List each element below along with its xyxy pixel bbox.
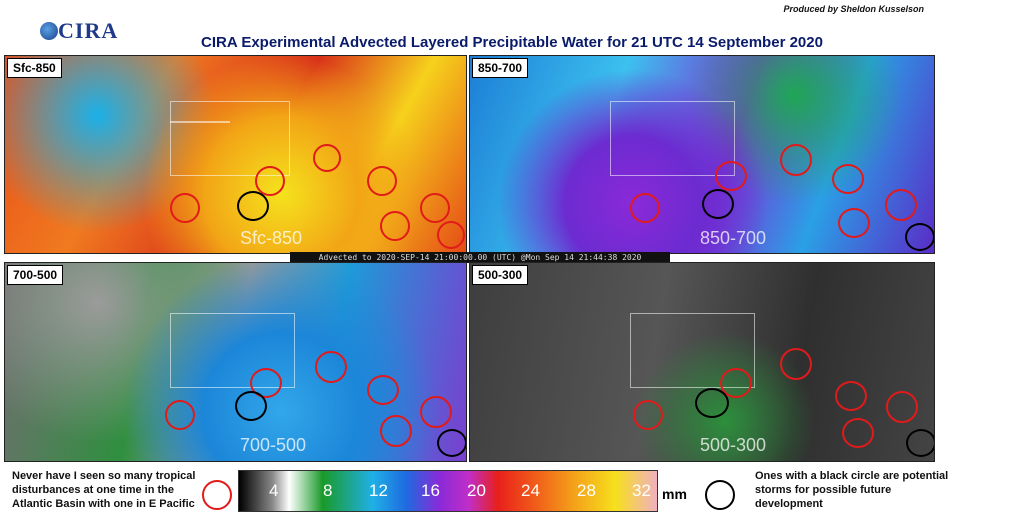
red-circle-disturbance: [367, 166, 397, 196]
black-circle-potential-storm: [905, 223, 934, 251]
panel-label: 700-500: [7, 265, 64, 285]
colorbar-tick: 16: [421, 481, 440, 500]
red-circle-disturbance: [630, 193, 660, 223]
colorbar-unit: mm: [662, 486, 687, 502]
red-circle-disturbance: [720, 368, 752, 398]
red-circle-disturbance: [313, 144, 341, 172]
layer-watermark: 850-700: [700, 228, 767, 248]
black-circle-potential-storm: [437, 429, 466, 457]
panel-500-300: 500-300 500-300: [469, 262, 935, 462]
red-circle-disturbance: [170, 193, 200, 223]
red-circle-disturbance: [835, 381, 867, 411]
layer-watermark: Sfc-850: [240, 228, 303, 248]
panel-700-500: 700-500 700-500: [4, 262, 467, 462]
black-circle-legend-icon: [705, 480, 735, 510]
red-circle-legend-icon: [202, 480, 232, 510]
black-circle-potential-storm: [695, 388, 729, 418]
red-circle-disturbance: [250, 368, 282, 398]
red-circle-disturbance: [165, 400, 195, 430]
advected-timestamp-banner: Advected to 2020-SEP-14 21:00:00.00 (UTC…: [290, 252, 670, 263]
us-map-outline: [630, 313, 755, 388]
red-circle-disturbance: [715, 161, 747, 191]
red-circle-disturbance: [832, 164, 864, 194]
colorbar-tick: 8: [323, 481, 333, 500]
red-circle-disturbance: [367, 375, 399, 405]
panel-label: 850-700: [472, 58, 529, 78]
producer-credit: Produced by Sheldon Kusselson: [783, 4, 924, 14]
colorbar-tick: 28: [577, 481, 596, 500]
red-circle-disturbance: [780, 348, 812, 380]
us-map-outline: [170, 101, 290, 176]
us-map-outline: [170, 313, 295, 388]
red-circle-disturbance: [420, 396, 452, 428]
colorbar-tick: 12: [369, 481, 388, 500]
red-circle-disturbance: [420, 193, 450, 223]
note-potential-storms: Ones with a black circle are potential s…: [755, 470, 949, 510]
page-title: CIRA Experimental Advected Layered Preci…: [201, 34, 823, 51]
panel-label: Sfc-850: [7, 58, 62, 78]
precipitable-water-colorbar: 4 8 12 16 20 24 28 32: [238, 470, 658, 512]
layer-watermark: 500-300: [700, 435, 767, 455]
us-map-outline: [610, 101, 735, 176]
panel-label: 500-300: [472, 265, 529, 285]
colorbar-tick: 4: [269, 481, 279, 500]
state-border: [170, 121, 230, 123]
red-circle-disturbance: [315, 351, 347, 383]
red-circle-disturbance: [780, 144, 812, 176]
black-circle-potential-storm: [702, 189, 734, 219]
globe-icon: [40, 22, 58, 40]
panel-sfc-850: Sfc-850 Sfc-850: [4, 55, 467, 254]
red-circle-disturbance: [885, 189, 917, 221]
black-circle-potential-storm: [906, 429, 934, 457]
layer-watermark: 700-500: [240, 435, 307, 455]
black-circle-potential-storm: [237, 191, 269, 221]
red-circle-disturbance: [842, 418, 874, 448]
logo-text: CIRA: [58, 18, 119, 43]
black-circle-potential-storm: [235, 391, 267, 421]
red-circle-disturbance: [886, 391, 918, 423]
red-circle-disturbance: [437, 221, 465, 249]
red-circle-disturbance: [380, 415, 412, 447]
panel-850-700: 850-700 850-700: [469, 55, 935, 254]
cira-logo: CIRA: [38, 18, 117, 50]
colorbar-tick: 32: [632, 481, 651, 500]
colorbar-tick: 24: [521, 481, 540, 500]
note-tropical-disturbances: Never have I seen so many tropical distu…: [12, 470, 196, 510]
red-circle-disturbance: [633, 400, 663, 430]
red-circle-disturbance: [380, 211, 410, 241]
red-circle-disturbance: [838, 208, 870, 238]
colorbar-tick: 20: [467, 481, 486, 500]
red-circle-disturbance: [255, 166, 285, 196]
